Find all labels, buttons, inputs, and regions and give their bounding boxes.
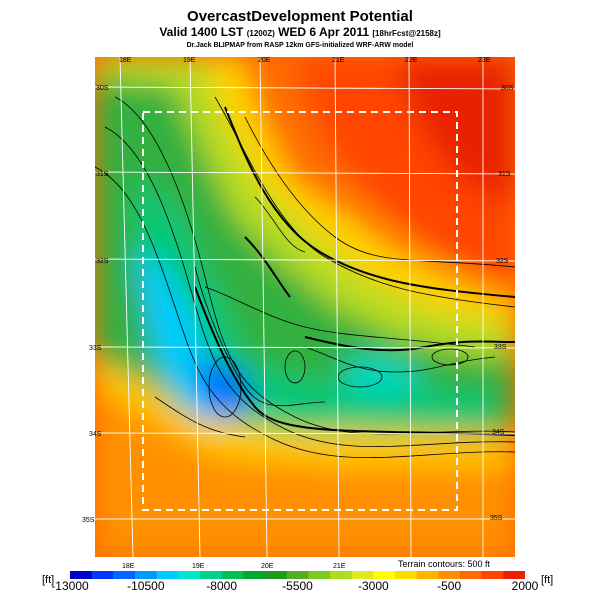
- colorbar-swatch: [460, 571, 483, 579]
- lon-label-top: 19E: [183, 57, 196, 64]
- colorbar-swatch: [70, 571, 93, 579]
- colorbar-swatch: [178, 571, 201, 579]
- colorbar-swatch: [113, 571, 136, 579]
- colorbar-swatch: [373, 571, 396, 579]
- colorbar-swatch: [286, 571, 309, 579]
- lat-lon-grid: [95, 57, 515, 557]
- colorbar-tick-label: -10500: [127, 579, 165, 593]
- lat-label-left: 34S: [89, 431, 102, 438]
- lat-label-right: 33S: [494, 344, 507, 351]
- valid-time: Valid 1400 LST: [159, 25, 244, 39]
- lat-label-right: 35S: [490, 515, 503, 522]
- colorbar-swatch: [503, 571, 525, 579]
- lon-label-top: 22E: [405, 57, 418, 64]
- lon-label-top: 23E: [478, 57, 491, 64]
- lon-label-bottom: 19E: [192, 563, 205, 570]
- lat-label-right: 34S: [492, 429, 505, 436]
- colorbar-tick-label: -13000: [51, 579, 89, 593]
- model-credit: Dr.Jack BLIPMAP from RASP 12km GFS-initi…: [186, 42, 414, 49]
- lon-label-bottom: 20E: [261, 563, 274, 570]
- colorbar-tick-label: -3000: [357, 579, 389, 593]
- forecast-map: [95, 57, 515, 557]
- colorbar-swatch: [438, 571, 461, 579]
- colorbar-swatch: [91, 571, 114, 579]
- lat-label-right: 32S: [496, 258, 509, 265]
- colorbar-swatch: [135, 571, 158, 579]
- forecast-date: WED 6 Apr 2011: [278, 25, 370, 39]
- colorbar-tick-label: -500: [437, 579, 462, 593]
- terrain-contour-note: Terrain contours: 500 ft: [398, 559, 491, 569]
- colorbar-swatch: [243, 571, 266, 579]
- colorbar-swatch: [265, 571, 288, 579]
- lat-label-left: 31S: [96, 171, 109, 178]
- colorbar-tick-label: -8000: [206, 579, 238, 593]
- colorbar-swatch: [416, 571, 439, 579]
- lon-label-bottom: 18E: [122, 563, 135, 570]
- forecast-hour: [18hrFcst@2158z]: [372, 29, 441, 38]
- colorbar-swatch: [395, 571, 418, 579]
- bold-contours: [194, 106, 515, 436]
- lat-label-left: 30S: [96, 85, 109, 92]
- map-title: OvercastDevelopment Potential: [187, 8, 413, 25]
- colorbar-unit-right: [ft]: [541, 574, 554, 586]
- colorbar-unit-left: [ft]: [42, 574, 55, 586]
- lat-label-right: 31S: [498, 171, 511, 178]
- lat-label-left: 33S: [89, 345, 102, 352]
- inner-domain-outline: [142, 111, 458, 511]
- colorbar-swatch: [330, 571, 353, 579]
- colorbar-swatch: [200, 571, 223, 579]
- field-shading: [95, 57, 515, 557]
- lat-label-left: 32S: [96, 258, 109, 265]
- lon-label-bottom: 21E: [333, 563, 346, 570]
- lat-label-left: 35S: [82, 517, 95, 524]
- colorbar: [70, 571, 525, 579]
- colorbar-swatch: [221, 571, 244, 579]
- colorbar-swatch: [156, 571, 179, 579]
- colorbar-swatch: [481, 571, 504, 579]
- colorbar-tick-label: 2000: [511, 579, 539, 593]
- colorbar-swatch: [351, 571, 374, 579]
- lon-label-top: 20E: [258, 57, 271, 64]
- colorbar-tick-label: -5500: [282, 579, 313, 593]
- valid-time-line: Valid 1400 LST (1200Z) WED 6 Apr 2011 [1…: [0, 25, 600, 39]
- colorbar-swatch: [308, 571, 331, 579]
- valid-utc: (1200Z): [246, 29, 275, 38]
- lon-label-top: 21E: [332, 57, 345, 64]
- lat-label-right: 30S: [501, 85, 514, 92]
- lon-label-top: 18E: [119, 57, 132, 64]
